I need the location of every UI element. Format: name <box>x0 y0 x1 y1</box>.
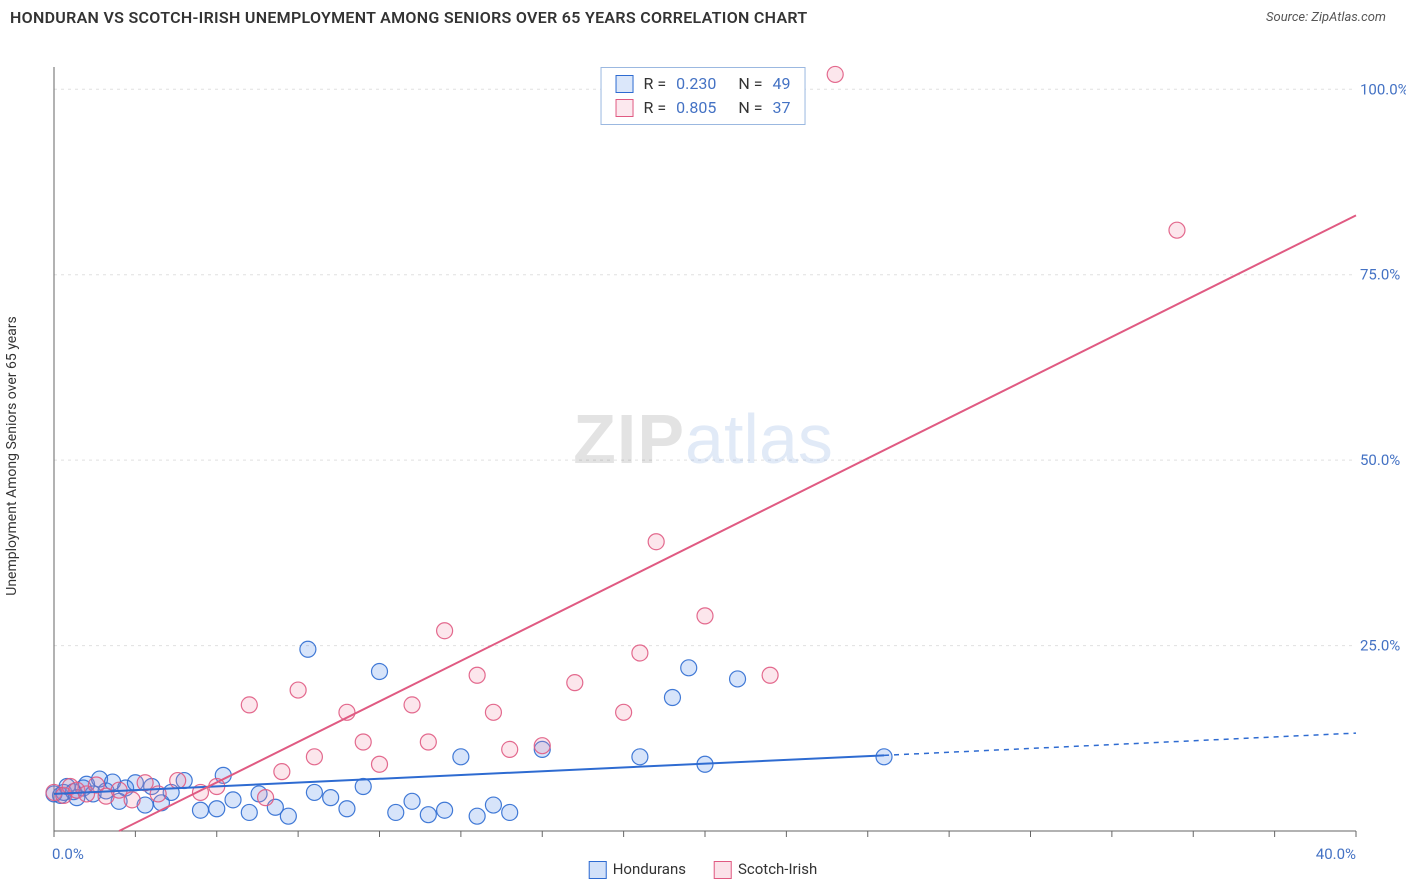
svg-text:50.0%: 50.0% <box>1360 451 1400 469</box>
svg-text:75.0%: 75.0% <box>1360 266 1400 284</box>
regression-line-ext <box>884 733 1356 755</box>
data-point <box>404 697 420 713</box>
r-label: R = <box>644 72 667 96</box>
data-point <box>453 749 469 765</box>
data-point <box>437 623 453 639</box>
data-point <box>192 802 208 818</box>
data-point <box>372 664 388 680</box>
data-point <box>502 741 518 757</box>
data-point <box>420 734 436 750</box>
data-point <box>664 689 680 705</box>
data-point <box>534 738 550 754</box>
legend-swatch <box>616 75 634 93</box>
n-value: 49 <box>772 72 790 96</box>
r-value: 0.230 <box>676 72 716 96</box>
chart-area: Unemployment Among Seniors over 65 years… <box>0 31 1406 881</box>
data-point <box>258 790 274 806</box>
chart-title: HONDURAN VS SCOTCH-IRISH UNEMPLOYMENT AM… <box>10 8 808 27</box>
data-point <box>355 778 371 794</box>
r-label: R = <box>644 96 667 120</box>
data-point <box>323 790 339 806</box>
data-point <box>355 734 371 750</box>
data-point <box>404 793 420 809</box>
legend-item: Scotch-Irish <box>714 860 817 879</box>
correlation-legend: R = 0.230 N = 49 R = 0.805 N = 37 <box>601 67 806 125</box>
data-point <box>290 682 306 698</box>
legend-item: Hondurans <box>589 860 686 879</box>
data-point <box>681 660 697 676</box>
data-point <box>697 608 713 624</box>
data-point <box>469 667 485 683</box>
data-point <box>209 801 225 817</box>
n-label: N = <box>738 96 762 120</box>
data-point <box>420 807 436 823</box>
data-point <box>306 749 322 765</box>
data-point <box>730 671 746 687</box>
data-point <box>762 667 778 683</box>
data-point <box>567 675 583 691</box>
r-value: 0.805 <box>676 96 716 120</box>
data-point <box>648 534 664 550</box>
data-point <box>124 792 140 808</box>
data-point <box>241 697 257 713</box>
data-point <box>827 66 843 82</box>
data-point <box>632 749 648 765</box>
n-value: 37 <box>772 96 790 120</box>
data-point <box>1169 222 1185 238</box>
data-point <box>876 749 892 765</box>
data-point <box>485 704 501 720</box>
data-point <box>137 775 153 791</box>
y-axis-label: Unemployment Among Seniors over 65 years <box>4 316 20 596</box>
data-point <box>339 801 355 817</box>
data-point <box>306 784 322 800</box>
data-point <box>469 808 485 824</box>
data-point <box>280 808 296 824</box>
n-label: N = <box>738 72 762 96</box>
legend-swatch <box>714 861 732 879</box>
correlation-row: R = 0.805 N = 37 <box>616 96 791 120</box>
data-point <box>502 804 518 820</box>
svg-text:40.0%: 40.0% <box>1316 845 1356 863</box>
scatter-plot: 25.0% 50.0% 75.0% 100.0% 0.0% 40.0% <box>0 31 1406 881</box>
data-point <box>241 804 257 820</box>
data-point <box>274 764 290 780</box>
correlation-row: R = 0.230 N = 49 <box>616 72 791 96</box>
regression-line <box>119 215 1356 831</box>
chart-source: Source: ZipAtlas.com <box>1266 10 1386 25</box>
data-point <box>388 804 404 820</box>
data-point <box>372 756 388 772</box>
legend-swatch <box>616 99 634 117</box>
svg-text:0.0%: 0.0% <box>52 845 84 863</box>
series-legend: Hondurans Scotch-Irish <box>589 860 818 879</box>
data-point <box>300 641 316 657</box>
data-point <box>225 792 241 808</box>
data-point <box>437 802 453 818</box>
data-point <box>616 704 632 720</box>
legend-label: Scotch-Irish <box>738 860 817 878</box>
data-point <box>632 645 648 661</box>
svg-text:25.0%: 25.0% <box>1360 637 1400 655</box>
svg-text:100.0%: 100.0% <box>1360 80 1406 98</box>
legend-swatch <box>589 861 607 879</box>
legend-label: Hondurans <box>613 860 686 878</box>
data-point <box>485 797 501 813</box>
data-point <box>170 773 186 789</box>
